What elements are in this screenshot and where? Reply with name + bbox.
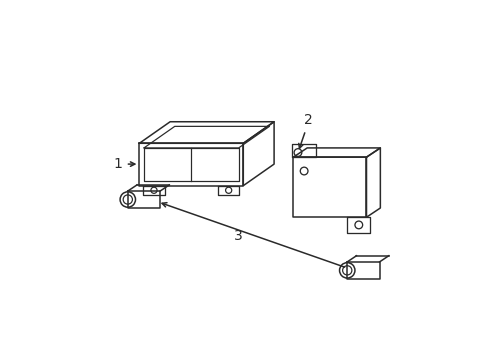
Text: 1: 1 xyxy=(113,157,122,171)
Text: 3: 3 xyxy=(233,229,242,243)
Text: 2: 2 xyxy=(304,113,312,127)
